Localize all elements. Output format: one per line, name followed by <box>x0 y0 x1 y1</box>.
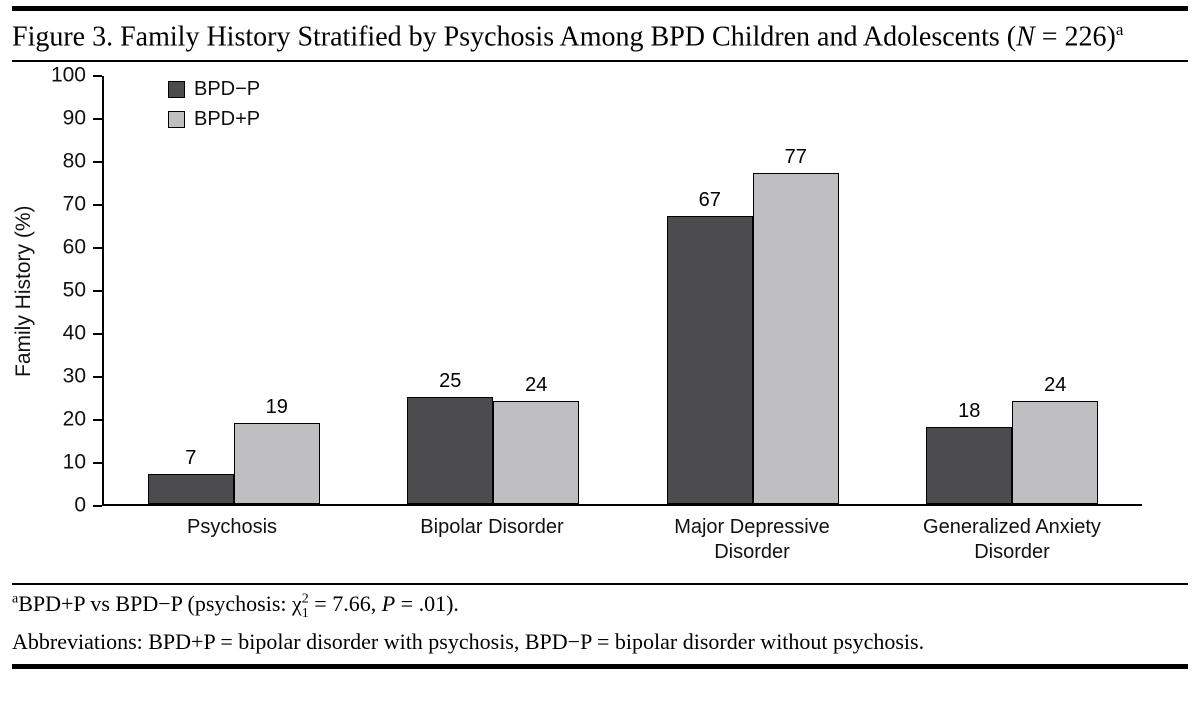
x-axis-label-psychosis: Psychosis <box>102 515 362 565</box>
x-axis-label-text-psychosis: Psychosis <box>186 516 278 539</box>
x-axis-label-major-depressive-disorder: Major Depressive Disorder <box>622 515 882 565</box>
y-tick-label-40: 40 <box>62 321 86 345</box>
bar-cell-bpd-plus-p-psychosis: 19 <box>233 395 320 505</box>
y-tick-label-90: 90 <box>62 106 86 130</box>
title-divider <box>12 60 1188 63</box>
y-tick-mark-60 <box>93 247 102 250</box>
bar-bpd-minus-p-bipolar-disorder <box>407 396 494 505</box>
bar-bpd-plus-p-generalized-anxiety-disorder <box>1012 401 1099 505</box>
bar-value-bpd-plus-p-generalized-anxiety-disorder: 24 <box>1044 374 1067 397</box>
y-tick-label-20: 20 <box>62 407 86 431</box>
chi-subscript: 1 <box>301 605 309 621</box>
x-axis-label-bipolar-disorder: Bipolar Disorder <box>362 515 622 565</box>
y-tick-label-30: 30 <box>62 364 86 388</box>
bar-value-bpd-plus-p-bipolar-disorder: 24 <box>525 374 548 397</box>
bar-group-generalized-anxiety-disorder: 18 24 <box>926 374 1099 505</box>
bar-cell-bpd-minus-p-major-depressive-disorder: 67 <box>666 189 753 505</box>
footnote-text-pre: BPD+P vs BPD−P (psychosis: <box>18 591 293 617</box>
figure-title: Figure 3. Family History Stratified by P… <box>12 19 1188 54</box>
bar-cell-bpd-plus-p-generalized-anxiety-disorder: 24 <box>1012 374 1099 505</box>
bar-group-major-depressive-disorder: 67 77 <box>666 146 839 505</box>
y-tick-label-0: 0 <box>74 493 86 517</box>
legend-swatch-bpd-plus-p <box>168 111 185 129</box>
bar-bpd-plus-p-major-depressive-disorder <box>752 173 839 505</box>
bar-value-bpd-minus-p-bipolar-disorder: 25 <box>439 369 462 392</box>
bar-cell-bpd-minus-p-generalized-anxiety-disorder: 18 <box>926 399 1013 505</box>
legend-label-bpd-plus-p: BPD+P <box>194 108 261 131</box>
y-tick-mark-20 <box>93 419 102 422</box>
legend-label-bpd-minus-p: BPD−P <box>194 78 261 101</box>
legend-item-bpd-minus-p: BPD−P <box>168 78 260 101</box>
footnote: aBPD+P vs BPD−P (psychosis: χ21 = 7.66, … <box>12 590 1188 623</box>
chart-row: Family History (%) 0 10 20 30 40 50 60 70 80 90 10… <box>12 64 1188 517</box>
figure-title-footnote-marker: a <box>1115 20 1124 39</box>
y-tick-mark-0 <box>93 505 102 508</box>
x-axis-labels: Psychosis Bipolar Disorder Major Depressiv… <box>102 515 1142 565</box>
bar-bpd-plus-p-psychosis <box>233 422 320 505</box>
p-symbol: P <box>381 591 396 617</box>
y-tick-label-100: 100 <box>50 63 86 87</box>
y-tick-label-10: 10 <box>62 450 86 474</box>
footnote-divider <box>12 583 1188 586</box>
top-rule <box>12 6 1188 11</box>
legend-swatch-bpd-minus-p <box>168 81 185 99</box>
x-axis-label-text-major-depressive-disorder: Major Depressive Disorder <box>674 516 830 564</box>
bar-bpd-plus-p-bipolar-disorder <box>493 401 580 505</box>
footnote-stat: = 7.66, <box>308 591 382 617</box>
figure-title-tail: = 226) <box>1034 21 1116 53</box>
footnote-marker: a <box>12 592 19 607</box>
y-tick-label-60: 60 <box>62 235 86 259</box>
x-axis-label-text-generalized-anxiety-disorder: Generalized Anxiety Disorder <box>923 516 1101 564</box>
bar-group-psychosis: 7 19 <box>147 395 320 505</box>
y-tick-mark-30 <box>93 376 102 379</box>
figure-container: Figure 3. Family History Stratified by P… <box>12 6 1188 669</box>
bar-value-bpd-minus-p-generalized-anxiety-disorder: 18 <box>958 399 981 422</box>
abbreviations: Abbreviations: BPD+P = bipolar disorder … <box>12 628 925 654</box>
bar-bpd-minus-p-psychosis <box>147 474 234 505</box>
bar-value-bpd-plus-p-major-depressive-disorder: 77 <box>784 146 807 169</box>
y-tick-mark-90 <box>93 118 102 121</box>
bar-cell-bpd-plus-p-major-depressive-disorder: 77 <box>752 146 839 505</box>
bar-value-bpd-plus-p-psychosis: 19 <box>265 395 288 418</box>
figure-title-text: Figure 3. Family History Stratified by P… <box>12 21 1017 53</box>
bar-cell-bpd-plus-p-bipolar-disorder: 24 <box>493 374 580 505</box>
x-axis-label-generalized-anxiety-disorder: Generalized Anxiety Disorder <box>882 515 1142 565</box>
y-tick-mark-100 <box>93 75 102 78</box>
y-axis: 0 10 20 30 40 50 60 70 80 90 100 <box>46 64 102 517</box>
y-axis-title: Family History (%) <box>12 205 35 378</box>
bar-value-bpd-minus-p-psychosis: 7 <box>185 447 197 470</box>
legend: BPD−P BPD+P <box>168 78 260 131</box>
bar-bpd-minus-p-generalized-anxiety-disorder <box>926 426 1013 505</box>
bar-cell-bpd-minus-p-bipolar-disorder: 25 <box>407 369 494 505</box>
footnote-text-end: = .01). <box>395 591 459 617</box>
bar-bpd-minus-p-major-depressive-disorder <box>666 216 753 505</box>
chi-superscript: 2 <box>301 592 309 607</box>
chi-symbol: χ <box>292 591 302 617</box>
bar-group-bipolar-disorder: 25 24 <box>407 369 580 505</box>
y-tick-label-70: 70 <box>62 192 86 216</box>
bar-cell-bpd-minus-p-psychosis: 7 <box>147 447 234 505</box>
y-tick-mark-50 <box>93 290 102 293</box>
y-tick-mark-10 <box>93 462 102 465</box>
y-tick-label-50: 50 <box>62 278 86 302</box>
y-tick-mark-80 <box>93 161 102 164</box>
bar-chart: Family History (%) 0 10 20 30 40 50 60 70 80 90 10… <box>12 64 1188 565</box>
plot-area: BPD−P BPD+P 7 19 25 24 67 77 18 24 <box>102 76 1142 507</box>
bar-value-bpd-minus-p-major-depressive-disorder: 67 <box>698 189 721 212</box>
x-axis-label-text-bipolar-disorder: Bipolar Disorder <box>420 516 564 539</box>
figure-title-n-symbol: N <box>1016 21 1035 53</box>
y-tick-label-80: 80 <box>62 149 86 173</box>
y-tick-mark-70 <box>93 204 102 207</box>
bar-groups: 7 19 25 24 67 77 18 24 <box>104 76 1142 505</box>
legend-item-bpd-plus-p: BPD+P <box>168 108 260 131</box>
bottom-rule <box>12 663 1188 669</box>
y-tick-mark-40 <box>93 333 102 336</box>
